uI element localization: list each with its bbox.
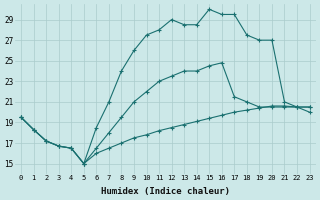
X-axis label: Humidex (Indice chaleur): Humidex (Indice chaleur) (101, 187, 230, 196)
